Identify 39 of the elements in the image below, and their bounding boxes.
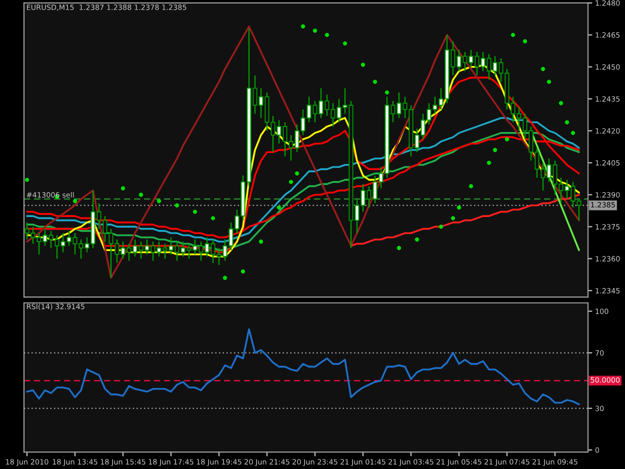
- point: [558, 101, 564, 106]
- line-series: [26, 25, 580, 279]
- point: [504, 137, 510, 142]
- point: [438, 224, 444, 229]
- point: [342, 41, 348, 46]
- point: [360, 62, 366, 67]
- point: [522, 39, 528, 44]
- point: [72, 199, 78, 204]
- point: [540, 66, 546, 72]
- point: [288, 180, 294, 184]
- point: [510, 32, 516, 37]
- line-series: [26, 328, 580, 406]
- point: [24, 178, 30, 182]
- point: [258, 240, 264, 244]
- point: [210, 216, 216, 220]
- point: [294, 171, 300, 176]
- point: [396, 246, 402, 250]
- point: [174, 203, 180, 208]
- point: [138, 192, 144, 197]
- point: [276, 205, 282, 210]
- point: [564, 120, 570, 124]
- point: [222, 276, 228, 280]
- point: [456, 205, 462, 210]
- point: [468, 184, 474, 188]
- point: [192, 210, 198, 214]
- point: [486, 160, 492, 165]
- point: [240, 269, 246, 274]
- point: [492, 148, 498, 152]
- point: [450, 216, 456, 220]
- point: [324, 32, 330, 37]
- point: [570, 130, 576, 136]
- point: [414, 237, 420, 242]
- point: [120, 186, 126, 190]
- point: [312, 28, 318, 33]
- point: [156, 199, 162, 204]
- point: [384, 90, 390, 95]
- point: [372, 80, 378, 84]
- point: [300, 24, 306, 28]
- point: [546, 80, 552, 84]
